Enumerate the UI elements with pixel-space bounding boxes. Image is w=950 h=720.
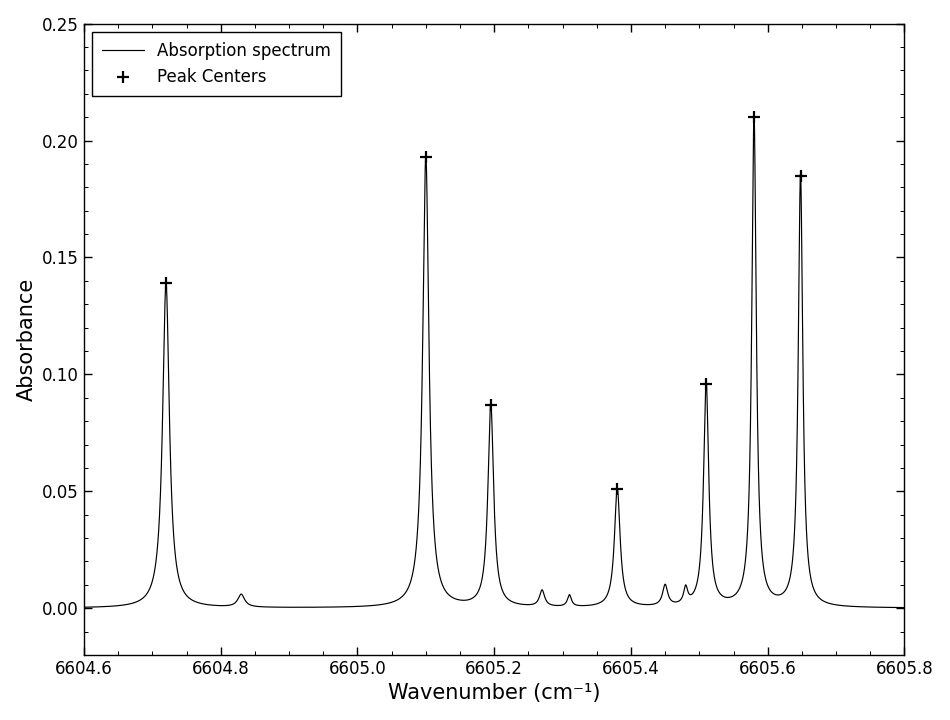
Absorption spectrum <box>78 603 89 611</box>
Line: Absorption spectrum: Absorption spectrum <box>84 114 904 608</box>
Absorption spectrum <box>846 602 857 611</box>
Peak Centers <box>485 400 497 409</box>
Peak Centers <box>612 485 623 493</box>
Peak Centers <box>700 379 712 388</box>
Y-axis label: Absorbance: Absorbance <box>17 278 37 401</box>
Peak Centers <box>749 113 760 122</box>
X-axis label: Wavenumber (cm⁻¹): Wavenumber (cm⁻¹) <box>388 683 600 703</box>
Absorption spectrum <box>283 603 294 611</box>
Legend: Absorption spectrum, Peak Centers: Absorption spectrum, Peak Centers <box>92 32 341 96</box>
Absorption spectrum <box>605 577 617 586</box>
Absorption spectrum <box>466 594 478 603</box>
Absorption spectrum <box>666 596 677 605</box>
Absorption spectrum <box>749 110 760 119</box>
Absorption spectrum <box>899 603 910 612</box>
Line: Peak Centers: Peak Centers <box>160 111 807 495</box>
Absorption spectrum <box>575 601 586 610</box>
Peak Centers <box>161 279 172 287</box>
Peak Centers <box>420 153 431 161</box>
Peak Centers <box>795 171 807 180</box>
